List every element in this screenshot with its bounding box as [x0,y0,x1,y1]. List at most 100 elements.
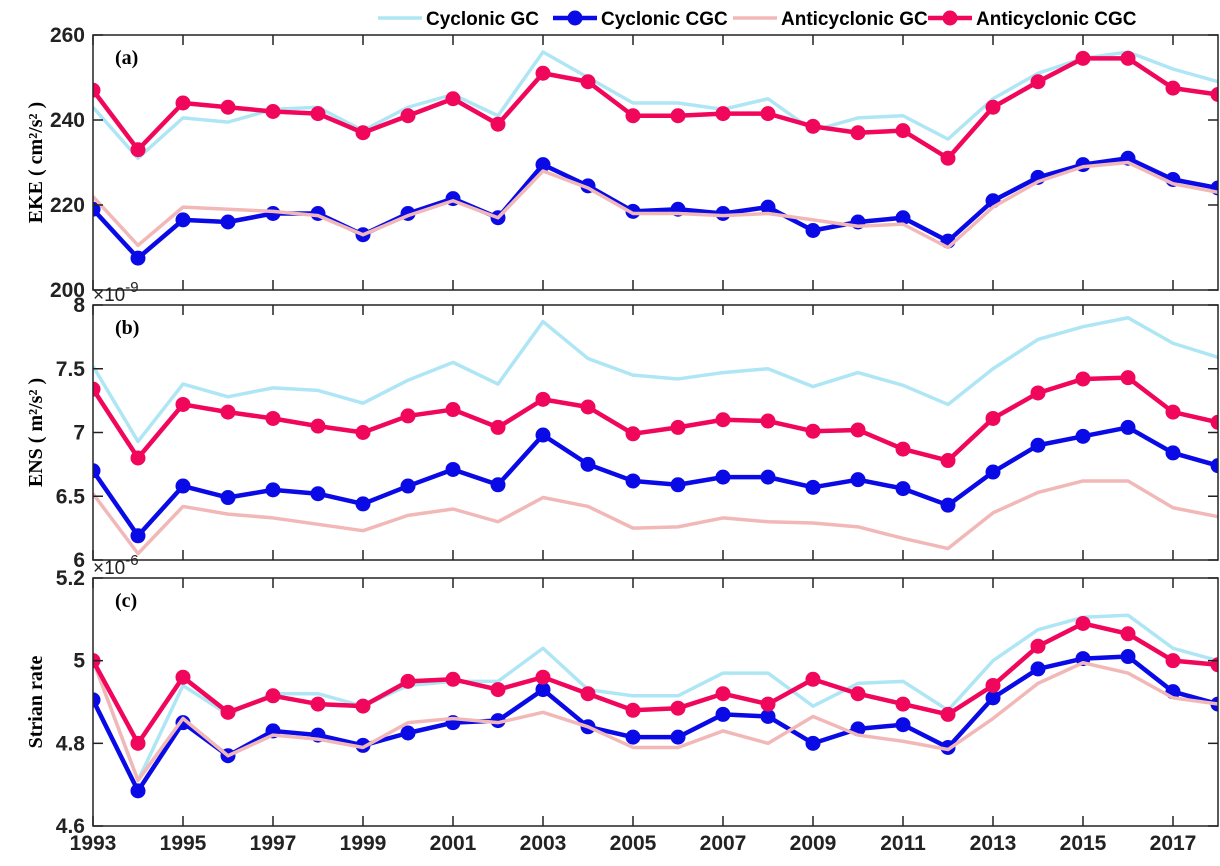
series-marker [310,486,326,502]
series-marker [400,478,416,494]
series-marker [1165,653,1181,669]
series-line [93,479,1218,556]
series-marker [535,157,551,173]
series-marker [490,713,506,729]
series-marker [625,426,641,442]
y-tick-label: 220 [50,194,85,217]
series-marker [895,441,911,457]
multiplier-base: ×10 [93,285,125,306]
series-marker [265,482,281,498]
series-marker [175,478,191,494]
series-marker [580,686,596,702]
series-marker [1165,445,1181,461]
x-tick-label: 2017 [1150,832,1197,855]
series-marker [715,206,731,221]
series-marker [760,106,776,122]
panel-label: (c) [115,590,137,612]
series-marker [805,423,821,439]
series-marker [940,706,956,722]
series-marker [985,677,1001,693]
series-marker [445,91,461,107]
series-line [93,160,1218,250]
y-tick-label: 5.2 [56,567,85,590]
series-marker [1210,87,1218,102]
legend-label: Anticyclonic GC [781,9,928,30]
multiplier-exponent: -6 [125,552,138,569]
x-tick-label: 1997 [250,832,297,855]
series-marker [850,125,866,141]
series-marker [805,479,821,495]
series-marker [310,106,326,122]
series-marker [265,410,281,426]
plot-frame [92,304,1219,561]
series-marker [850,472,866,488]
series-marker [130,450,146,466]
series-line [93,316,1218,444]
series-marker [1210,458,1218,474]
series-marker [1210,414,1218,430]
series-marker [895,123,911,139]
panel-label: (a) [115,47,138,69]
series-marker [940,453,956,469]
series-marker [310,696,326,712]
series-marker [220,404,236,420]
series-line [93,375,1218,463]
series-marker [93,82,101,98]
series-marker [1165,404,1181,420]
y-axis-label: ENS ( m²/s² ) [25,378,47,487]
series-marker [130,783,146,799]
series-marker [1120,649,1136,665]
series-marker [400,673,416,689]
series-marker [355,737,371,753]
series-marker [220,704,236,720]
series-marker [355,496,371,512]
series-marker [1030,638,1046,654]
series-marker [1075,615,1091,631]
series-marker [850,422,866,438]
series-marker [580,456,596,472]
series-marker [445,402,461,418]
series-marker [895,210,911,226]
x-tick-label: 2013 [970,832,1017,855]
series-marker [1120,626,1136,642]
series-marker [715,469,731,485]
series-marker [490,477,506,493]
y-tick-label: 200 [50,279,85,302]
series-marker [535,669,551,685]
series-marker [1030,385,1046,401]
series-line [93,56,1218,161]
series-marker [490,682,506,698]
series-marker [760,708,776,724]
panel-label: (b) [115,317,139,339]
series-marker [265,688,281,704]
series-marker [535,391,551,407]
series-marker [130,142,146,158]
series-marker [625,108,641,124]
series-marker [175,669,191,685]
series-marker [93,692,101,708]
series-marker [895,696,911,712]
series-marker [130,735,146,751]
series-marker [580,74,596,90]
plot-area [93,316,1218,556]
y-tick-label: 7.5 [56,358,86,381]
series-marker [850,686,866,702]
y-tick-label: 240 [50,109,85,132]
legend-marker [942,10,958,26]
series-marker [760,199,776,215]
y-axis-label: EKE ( cm²/s² ) [25,102,47,223]
series-marker [130,528,146,544]
series-marker [805,223,821,238]
series-marker [670,419,686,435]
series-marker [175,212,191,228]
series-marker [175,396,191,412]
series-marker [985,464,1001,480]
plot-area [93,50,1218,266]
x-tick-label: 1999 [340,832,387,855]
series-marker [490,419,506,435]
series-marker [1120,50,1136,66]
series-marker [715,686,731,702]
x-tick-label: 2001 [430,832,477,855]
series-marker [1165,80,1181,96]
y-axis-label: Strian rate [25,656,47,749]
